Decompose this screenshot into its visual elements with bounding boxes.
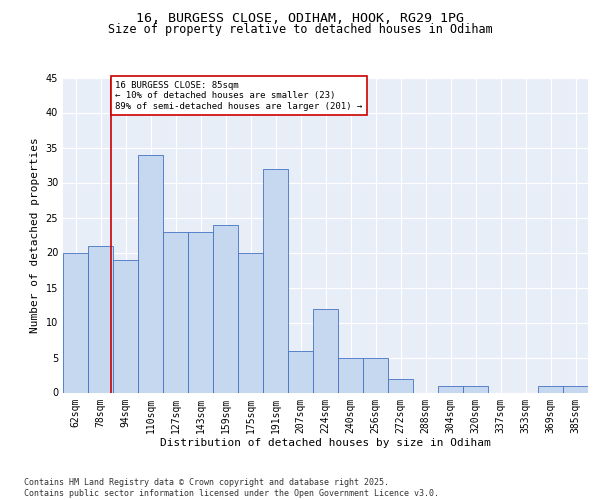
Bar [463,386,488,392]
Bar [313,308,338,392]
Bar [388,378,413,392]
Bar [63,252,88,392]
Y-axis label: Number of detached properties: Number of detached properties [30,137,40,333]
Text: 16, BURGESS CLOSE, ODIHAM, HOOK, RG29 1PG: 16, BURGESS CLOSE, ODIHAM, HOOK, RG29 1P… [136,12,464,26]
Bar [238,252,263,392]
Bar [363,358,388,392]
Bar [213,224,238,392]
Bar [538,386,563,392]
Bar [263,168,288,392]
Bar [138,154,163,392]
Text: Contains HM Land Registry data © Crown copyright and database right 2025.
Contai: Contains HM Land Registry data © Crown c… [24,478,439,498]
Bar [188,232,213,392]
Bar [113,260,138,392]
Bar [163,232,188,392]
X-axis label: Distribution of detached houses by size in Odiham: Distribution of detached houses by size … [160,438,491,448]
Text: Size of property relative to detached houses in Odiham: Size of property relative to detached ho… [107,22,493,36]
Bar [438,386,463,392]
Text: 16 BURGESS CLOSE: 85sqm
← 10% of detached houses are smaller (23)
89% of semi-de: 16 BURGESS CLOSE: 85sqm ← 10% of detache… [115,81,362,111]
Bar [288,350,313,393]
Bar [338,358,363,392]
Bar [88,246,113,392]
Bar [563,386,588,392]
